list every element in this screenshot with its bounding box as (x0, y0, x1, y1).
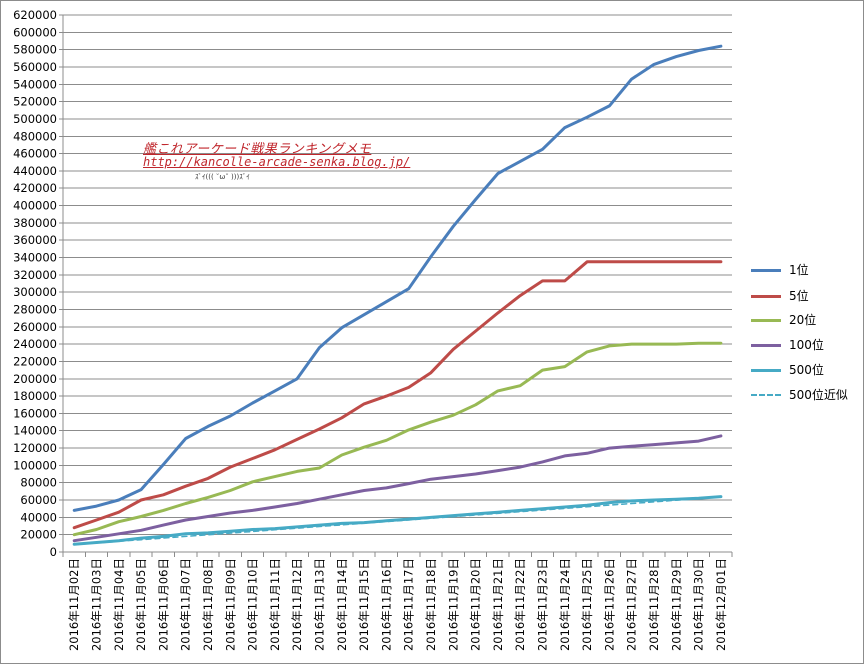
x-tick-label: 2016年11月10日 (246, 558, 260, 651)
legend-label: 5位 (789, 289, 809, 303)
x-tick-label: 2016年11月02日 (67, 558, 81, 651)
x-tick-label: 2016年11月25日 (580, 558, 594, 651)
legend-label: 1位 (789, 263, 809, 277)
x-tick-label: 2016年11月16日 (379, 558, 393, 651)
x-tick-label: 2016年11月05日 (134, 558, 148, 651)
y-tick-label: 380000 (13, 216, 57, 230)
legend-label: 500位近似 (789, 388, 848, 402)
watermark-title: 艦これアーケード戦果ランキングメモ (143, 142, 372, 157)
x-tick-label: 2016年11月09日 (223, 558, 237, 651)
x-tick-label: 2016年11月12日 (290, 558, 304, 651)
series-line-0 (72, 44, 723, 512)
x-tick-label: 2016年11月14日 (335, 558, 349, 651)
y-tick-label: 400000 (13, 199, 57, 213)
legend-label: 500位 (789, 363, 824, 377)
x-tick-label: 2016年11月24日 (558, 558, 572, 651)
x-tick-label: 2016年11月17日 (402, 558, 416, 651)
y-tick-label: 620000 (13, 8, 57, 22)
y-tick-label: 120000 (13, 441, 57, 455)
y-tick-label: 160000 (13, 406, 57, 420)
gridlines (63, 14, 732, 536)
watermark-url: http://kancolle-arcade-senka.blog.jp/ (143, 155, 411, 169)
legend-item: 500位 (751, 361, 861, 379)
x-tick-label: 2016年11月21日 (491, 558, 505, 651)
series-line-3 (72, 434, 723, 543)
y-tick-label: 520000 (13, 95, 57, 109)
x-axis-ticks: 2016年11月02日 2016年11月03日 2016年11月04日 2016年11… (62, 552, 733, 651)
x-tick-label: 2016年11月20日 (469, 558, 483, 651)
legend-label: 100位 (789, 338, 824, 352)
x-tick-label: 2016年11月07日 (179, 558, 193, 651)
y-tick-label: 200000 (13, 372, 57, 386)
legend-swatch (751, 319, 781, 322)
x-tick-label: 2016年11月03日 (89, 558, 103, 651)
x-tick-label: 2016年12月01日 (714, 558, 728, 651)
series-line-1 (72, 260, 723, 530)
y-tick-label: 260000 (13, 320, 57, 334)
x-tick-label: 2016年11月27日 (625, 558, 639, 651)
y-tick-label: 580000 (13, 43, 57, 57)
watermark-emoticon: ｽﾞｲ((( ˘ω˘ )))ｽﾞｲ (195, 173, 250, 181)
x-tick-label: 2016年11月23日 (535, 558, 549, 651)
y-axis-ticks: 0 20000 40000 60000 80000 100000 120000 140000 1… (13, 8, 63, 559)
y-tick-label: 560000 (13, 60, 57, 74)
y-tick-label: 220000 (13, 354, 57, 368)
y-tick-label: 540000 (13, 77, 57, 91)
y-tick-label: 180000 (13, 389, 57, 403)
x-tick-label: 2016年11月13日 (312, 558, 326, 651)
y-tick-label: 500000 (13, 112, 57, 126)
x-tick-label: 2016年11月18日 (424, 558, 438, 651)
legend-label: 20位 (789, 313, 817, 327)
y-tick-label: 60000 (20, 493, 57, 507)
y-tick-label: 300000 (13, 285, 57, 299)
y-tick-label: 320000 (13, 268, 57, 282)
x-tick-label: 2016年11月15日 (357, 558, 371, 651)
x-tick-label: 2016年11月19日 (446, 558, 460, 651)
y-tick-label: 280000 (13, 302, 57, 316)
axes (62, 15, 732, 553)
series-lines (72, 44, 723, 546)
legend-item: 100位 (751, 336, 861, 354)
legend-item: 1位 (751, 261, 861, 279)
series-line-5 (73, 496, 722, 546)
y-tick-label: 140000 (13, 424, 57, 438)
y-tick-label: 20000 (20, 528, 57, 542)
y-tick-label: 0 (50, 545, 57, 559)
y-tick-label: 340000 (13, 251, 57, 265)
x-tick-label: 2016年11月30日 (692, 558, 706, 651)
legend-swatch (751, 269, 781, 272)
y-tick-label: 40000 (20, 510, 57, 524)
x-tick-label: 2016年11月11日 (268, 558, 282, 651)
legend-item: 500位近似 (751, 386, 861, 404)
y-tick-label: 600000 (13, 25, 57, 39)
y-tick-label: 100000 (13, 458, 57, 472)
legend-item: 20位 (751, 311, 861, 329)
x-tick-label: 2016年11月22日 (513, 558, 527, 651)
legend-swatch (751, 344, 781, 347)
y-tick-label: 440000 (13, 164, 57, 178)
y-tick-label: 420000 (13, 181, 57, 195)
series-line-4 (72, 495, 723, 546)
legend-item: 5位 (751, 287, 861, 305)
x-tick-label: 2016年11月29日 (669, 558, 683, 651)
legend-swatch (751, 394, 781, 396)
y-tick-label: 480000 (13, 129, 57, 143)
y-tick-label: 80000 (20, 476, 57, 490)
y-tick-label: 460000 (13, 147, 57, 161)
y-tick-label: 360000 (13, 233, 57, 247)
legend-swatch (751, 369, 781, 372)
x-tick-label: 2016年11月26日 (602, 558, 616, 651)
x-tick-label: 2016年11月06日 (156, 558, 170, 651)
x-tick-label: 2016年11月04日 (112, 558, 126, 651)
y-tick-label: 240000 (13, 337, 57, 351)
series-line-2 (72, 341, 723, 537)
x-tick-label: 2016年11月28日 (647, 558, 661, 651)
x-tick-label: 2016年11月08日 (201, 558, 215, 651)
legend-swatch (751, 295, 781, 298)
watermark: 艦これアーケード戦果ランキングメモ http://kancolle-arcade… (141, 138, 411, 184)
